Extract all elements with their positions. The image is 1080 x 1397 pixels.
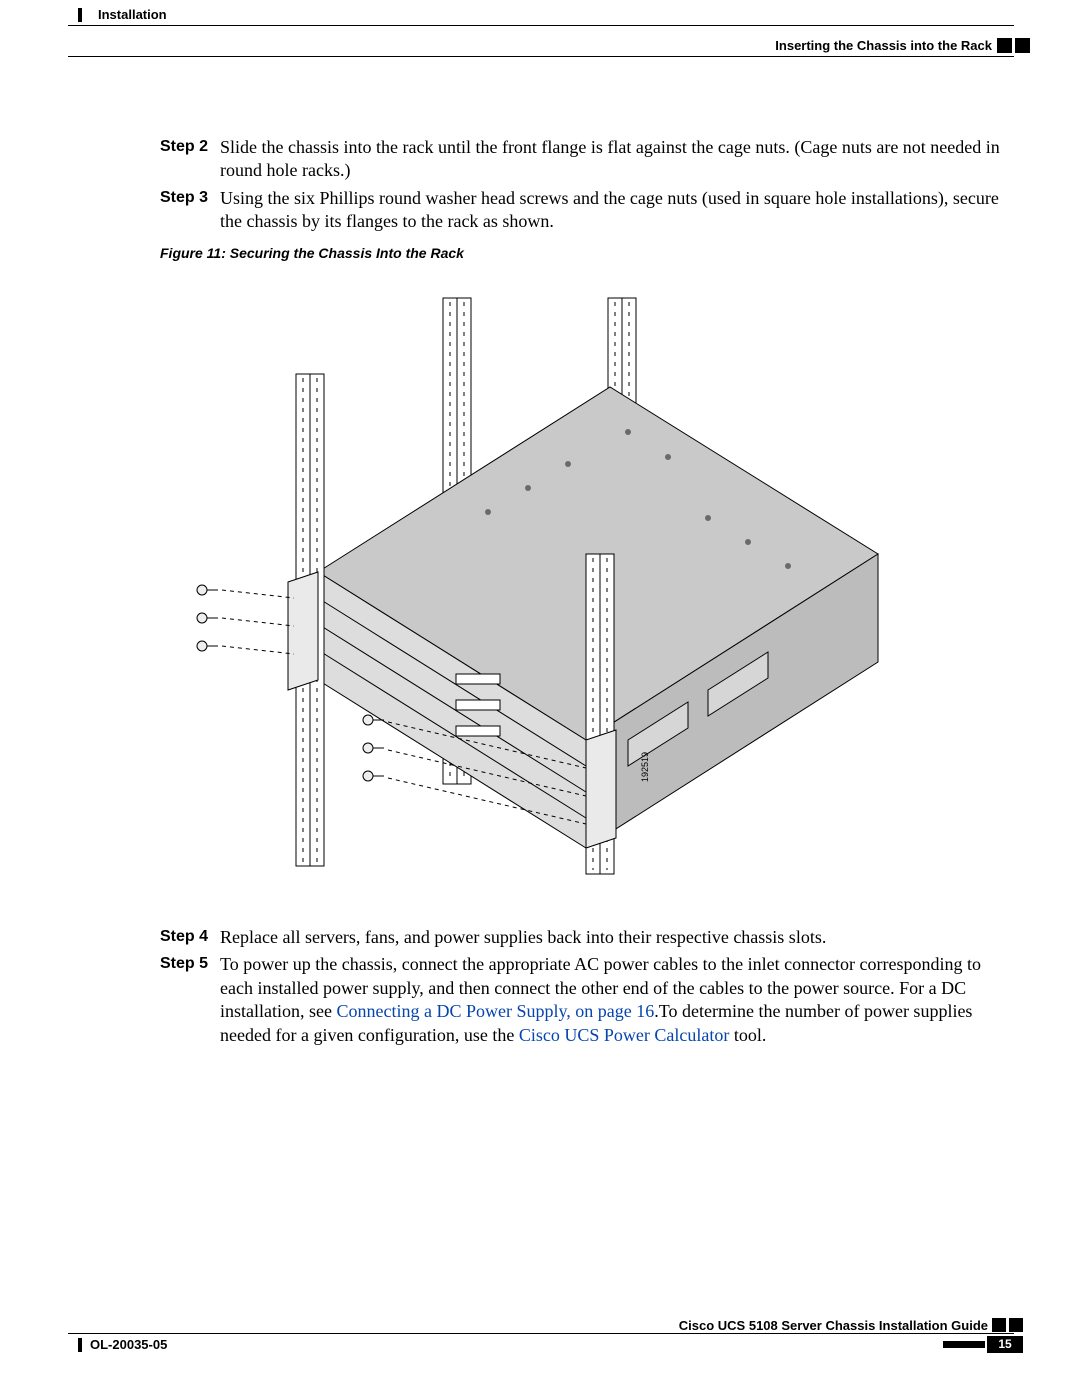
figure-image-number: 192519 [640,752,650,782]
header-left-bar [78,8,82,22]
footer-doc-id: OL-20035-05 [90,1337,167,1352]
figure-illustration: 192519 [188,282,888,882]
footer-square-icon [992,1318,1006,1332]
footer-guide-title: Cisco UCS 5108 Server Chassis Installati… [679,1318,988,1333]
breadcrumb-chapter: Installation [98,7,167,22]
step-row: Step 2 Slide the chassis into the rack u… [160,136,1010,183]
step-label: Step 3 [160,187,220,234]
header-rule-top [68,25,1014,26]
steps-lower: Step 4 Replace all servers, fans, and po… [160,926,1010,1051]
header-rule-bottom [68,56,1014,57]
step-label: Step 2 [160,136,220,183]
step-text: To power up the chassis, connect the app… [220,953,1010,1047]
link-dc-power-supply[interactable]: Connecting a DC Power Supply, on page 16 [336,1001,654,1021]
step-text: Slide the chassis into the rack until th… [220,136,1010,183]
step-row: Step 4 Replace all servers, fans, and po… [160,926,1010,949]
breadcrumb-section: Inserting the Chassis into the Rack [775,38,992,53]
page-root: Installation Inserting the Chassis into … [0,0,1080,1397]
footer-rule [68,1333,1014,1334]
step-label: Step 4 [160,926,220,949]
footer-square-icon [1009,1318,1023,1332]
footer-page-number: 15 [987,1336,1023,1353]
step-text-post: tool. [729,1025,766,1045]
steps-upper: Step 2 Slide the chassis into the rack u… [160,136,1010,238]
step-row: Step 5 To power up the chassis, connect … [160,953,1010,1047]
link-power-calculator[interactable]: Cisco UCS Power Calculator [519,1025,729,1045]
footer-left-bar [78,1338,82,1352]
footer-page-bar [943,1341,985,1348]
step-row: Step 3 Using the six Phillips round wash… [160,187,1010,234]
step-text: Using the six Phillips round washer head… [220,187,1010,234]
header-square-icon [997,38,1012,53]
page-header: Installation Inserting the Chassis into … [0,0,1080,52]
step-text: Replace all servers, fans, and power sup… [220,926,1010,949]
figure-caption: Figure 11: Securing the Chassis Into the… [160,245,464,261]
header-square-icon [1015,38,1030,53]
step-label: Step 5 [160,953,220,1047]
